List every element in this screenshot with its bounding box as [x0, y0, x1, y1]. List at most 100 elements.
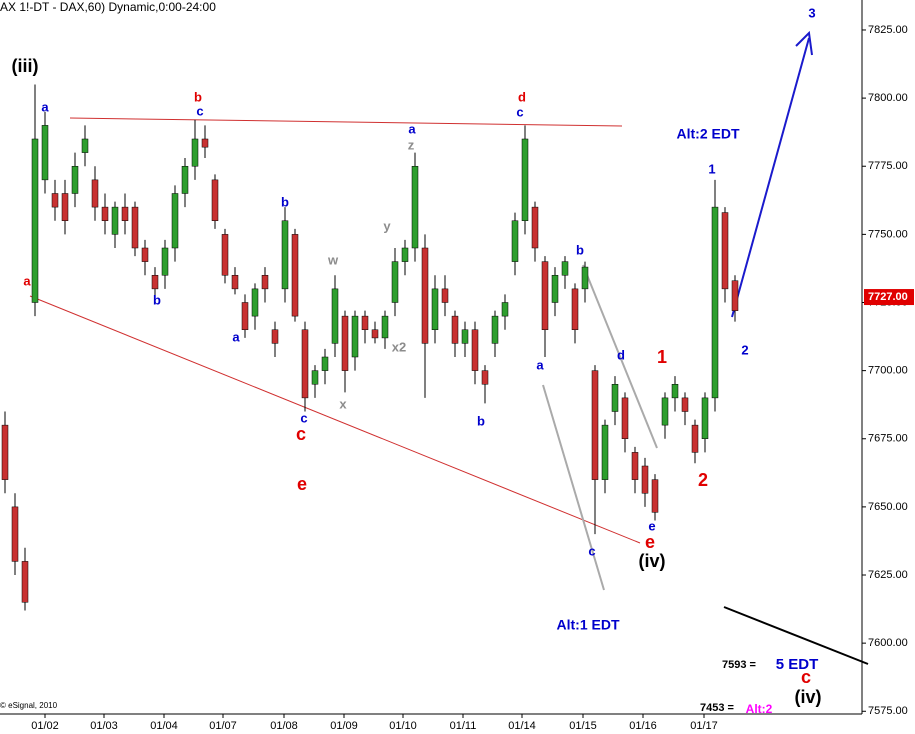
gray-line	[542, 384, 605, 591]
wave-label: 3	[808, 5, 815, 20]
wave-label: w	[327, 252, 339, 267]
wave-label: d	[617, 347, 625, 362]
candle-body	[581, 266, 589, 290]
candle-body	[211, 179, 219, 221]
candle-body	[51, 193, 59, 208]
candle-body	[591, 370, 599, 480]
wave-label: d	[518, 89, 526, 104]
wave-label: z	[408, 137, 415, 152]
candle-body	[371, 329, 379, 339]
candle-body	[441, 288, 449, 303]
candle-body	[691, 424, 699, 453]
wave-label: a	[41, 99, 49, 114]
candle-body	[291, 234, 299, 317]
wave-label: a	[23, 273, 31, 288]
projection-arrow	[731, 37, 810, 318]
wave-label: a	[536, 357, 544, 372]
candle-body	[551, 274, 559, 303]
wave-label: b	[194, 89, 202, 104]
wave-label: 2	[741, 342, 748, 357]
y-tick-label: 7625.00	[868, 569, 908, 581]
wave-label: y	[383, 218, 391, 233]
candle-body	[181, 165, 189, 194]
candle-body	[21, 561, 29, 603]
wave-label: e	[297, 474, 307, 494]
candle-body	[201, 138, 209, 148]
candle-body	[31, 138, 39, 303]
candle-body	[571, 288, 579, 330]
target-label: 7453 =	[700, 702, 734, 714]
wave-label: (iii)	[12, 56, 39, 76]
candle-body	[621, 397, 629, 440]
candle-body	[391, 261, 399, 303]
wave-label: (iv)	[795, 687, 822, 707]
x-tick-label: 01/14	[508, 720, 536, 732]
candle-body	[451, 315, 459, 344]
candle-body	[711, 206, 719, 399]
x-tick-label: 01/11	[450, 720, 477, 732]
wave-label: 2	[698, 470, 708, 490]
candle-body	[191, 138, 199, 167]
candle-body	[41, 125, 49, 181]
wave-label: Alt:1 EDT	[557, 617, 620, 633]
wave-label: a	[408, 121, 416, 136]
wave-label: x	[339, 396, 347, 411]
candle-body	[481, 370, 489, 385]
x-tick-label: 01/02	[31, 720, 59, 732]
candle-body	[301, 329, 309, 399]
candle-body	[401, 247, 409, 262]
lower-trendline	[29, 295, 641, 544]
candle-body	[111, 206, 119, 235]
x-tick-label: 01/03	[90, 720, 118, 732]
candle-body	[171, 193, 179, 249]
wave-label: a	[232, 329, 240, 344]
y-tick-label: 7750.00	[868, 228, 908, 240]
candle-body	[461, 329, 469, 344]
candle-body	[631, 452, 639, 480]
candle-body	[11, 506, 19, 562]
wave-label: c	[296, 424, 306, 444]
chart-title: AX 1!-DT - DAX,60) Dynamic,0:00-24:00	[0, 0, 216, 14]
candle-body	[521, 138, 529, 221]
candle-body	[511, 220, 519, 262]
candle-body	[491, 315, 499, 344]
candle-body	[721, 212, 729, 290]
candle-body	[101, 206, 109, 221]
target-name: 5 EDT	[776, 656, 819, 673]
wave-label: c	[801, 667, 811, 687]
wave-label: c	[516, 104, 523, 119]
candle-body	[141, 247, 149, 262]
candle-body	[671, 384, 679, 399]
candle-body	[431, 288, 439, 330]
wave-label: 1	[657, 347, 667, 367]
trendlines	[29, 30, 869, 665]
candle-body	[321, 356, 329, 371]
x-tick-label: 01/08	[270, 720, 298, 732]
wave-label: c	[300, 410, 307, 425]
y-tick-label: 7675.00	[868, 433, 908, 445]
candle-body	[261, 274, 269, 290]
x-tick-label: 01/04	[150, 720, 178, 732]
wave-label: b	[153, 292, 161, 307]
y-tick-label: 7600.00	[868, 637, 908, 649]
candle-body	[341, 315, 349, 371]
candle-body	[731, 280, 739, 311]
wave-label: c	[588, 543, 595, 558]
y-tick-label: 7800.00	[868, 92, 908, 104]
x-tick-label: 01/07	[209, 720, 237, 732]
candle-body	[641, 465, 649, 494]
x-tick-label: 01/15	[569, 720, 597, 732]
x-tick-label: 01/09	[330, 720, 358, 732]
candle-body	[61, 193, 69, 221]
wave-label: c	[196, 103, 203, 118]
x-tick-label: 01/10	[389, 720, 417, 732]
y-tick-label: 7700.00	[868, 365, 908, 377]
black-line	[723, 606, 869, 665]
candle-body	[611, 384, 619, 412]
candle-body	[131, 206, 139, 249]
arrow-head	[795, 30, 813, 56]
candle-body	[471, 329, 479, 371]
copyright: © eSignal, 2010	[0, 701, 58, 710]
candle-body	[501, 302, 509, 317]
wave-label: b	[281, 194, 289, 209]
